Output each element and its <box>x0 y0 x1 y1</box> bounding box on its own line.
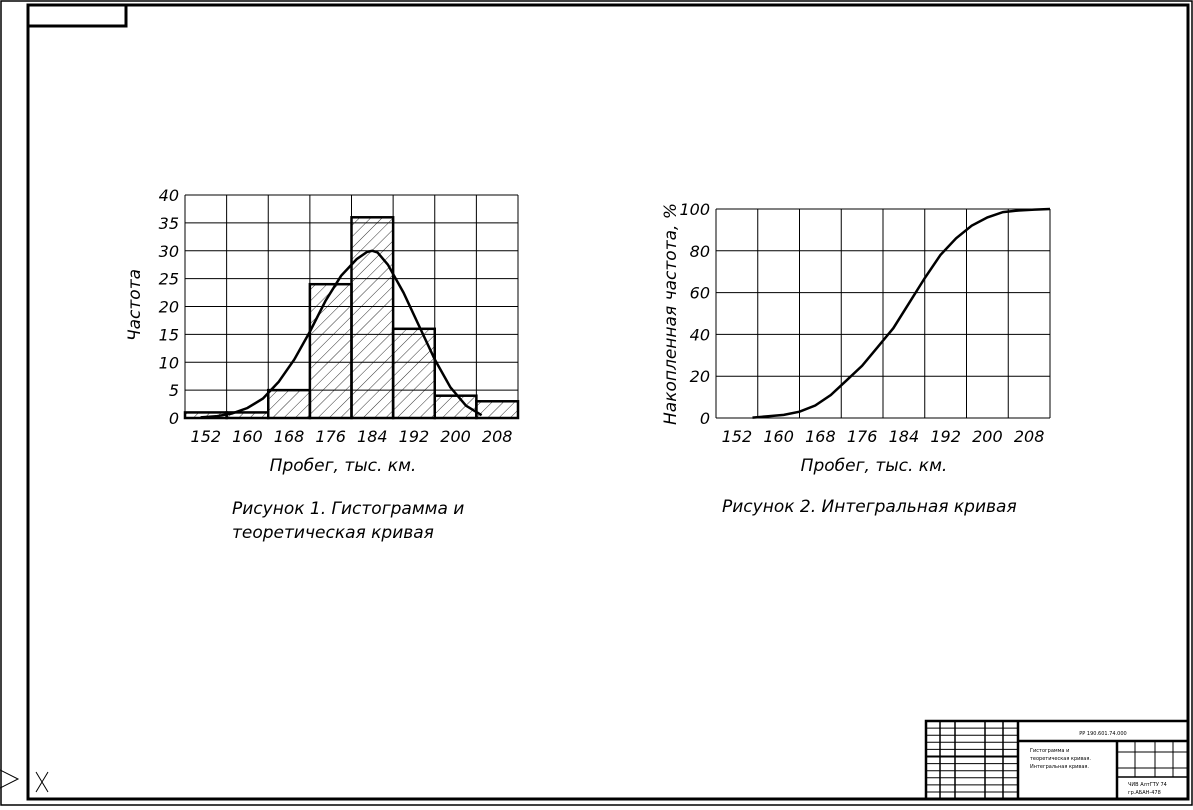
title-block-signature-rows <box>926 721 1018 799</box>
histogram-x-axis-label: Пробег, тыс. км. <box>270 456 417 476</box>
histogram-bar <box>308 282 353 420</box>
cumulative-curve <box>752 207 1051 419</box>
x-tick-label: 192 <box>930 427 961 446</box>
x-tick-label: 152 <box>191 427 222 446</box>
x-tick-label: 168 <box>805 427 836 446</box>
x-tick-label: 160 <box>232 427 263 446</box>
x-tick-label: 176 <box>315 427 346 446</box>
drawing-code: РР 190.601.74.000 <box>1079 731 1126 737</box>
histogram-caption-line2: теоретическая кривая <box>232 523 434 543</box>
x-tick-label: 184 <box>889 427 920 446</box>
histogram-bar <box>391 327 436 420</box>
drawing-title-line3: Интегральная кривая. <box>1030 764 1089 770</box>
x-tick-label: 208 <box>1014 427 1045 446</box>
inner-frame <box>26 3 1190 801</box>
theoretical-curve <box>200 249 483 419</box>
x-tick-label: 192 <box>399 427 430 446</box>
histogram-bar <box>475 400 520 420</box>
cumulative-x-axis-label: Пробег, тыс. км. <box>801 456 948 476</box>
x-tick-label: 184 <box>357 427 388 446</box>
cumulative-caption: Рисунок 2. Интегральная кривая <box>722 497 1017 517</box>
cumulative-tick-labels: 0 20 40 60 80 100 152 160 168 176 184 192 200 208 <box>679 200 1044 446</box>
x-tick-label: 160 <box>763 427 794 446</box>
histogram-y-axis-label: Частота <box>125 269 145 341</box>
drawing-title-line2: теоретическая кривая. <box>1030 756 1091 762</box>
y-tick-label: 40 <box>690 325 710 344</box>
title-block: РР 190.601.74.000 Гистограмма и теоретич… <box>924 719 1190 801</box>
histogram-bar <box>350 216 395 420</box>
y-tick-label: 0 <box>700 409 710 428</box>
organization-line1: ЧИВ АлтГТУ 74 <box>1128 782 1167 788</box>
histogram-caption-line1: Рисунок 1. Гистограмма и <box>232 499 464 519</box>
corner-stamp-box <box>26 3 128 28</box>
y-tick-label: 15 <box>159 325 179 344</box>
histogram-tick-labels: 0 5 10 15 20 25 30 35 40 152 160 168 176 184 192 200 208 <box>159 186 513 446</box>
y-tick-label: 20 <box>690 367 710 386</box>
y-tick-label: 60 <box>690 284 710 303</box>
histogram-bars <box>183 216 520 420</box>
y-tick-label: 5 <box>169 381 179 400</box>
y-tick-label: 10 <box>159 353 179 372</box>
x-tick-label: 208 <box>482 427 513 446</box>
y-tick-label: 20 <box>159 298 179 317</box>
drawing-title-line1: Гистограмма и <box>1030 748 1069 754</box>
x-tick-label: 200 <box>972 427 1003 446</box>
y-tick-label: 35 <box>159 214 179 233</box>
cumulative-chart: 0 20 40 60 80 100 152 160 168 176 184 192 200 208 Нак… <box>661 200 1051 517</box>
organization-line2: гр.АБАН-478 <box>1128 790 1161 796</box>
x-tick-label: 176 <box>847 427 878 446</box>
y-tick-label: 40 <box>159 186 179 205</box>
histogram-chart: 0 5 10 15 20 25 30 35 40 152 160 168 176 184 192 200 208… <box>125 186 520 543</box>
cumulative-y-axis-label: Накопленная частота, % <box>661 203 681 425</box>
cumulative-grid <box>715 208 1051 419</box>
x-tick-label: 168 <box>274 427 305 446</box>
ucs-arrow-icon <box>0 769 20 789</box>
ucs-x-icon <box>35 771 49 793</box>
x-tick-label: 200 <box>440 427 471 446</box>
y-tick-label: 0 <box>169 409 179 428</box>
histogram-bar <box>267 388 312 420</box>
y-tick-label: 25 <box>159 270 179 289</box>
x-tick-label: 152 <box>722 427 753 446</box>
y-tick-label: 100 <box>679 200 710 219</box>
y-tick-label: 80 <box>690 242 710 261</box>
y-tick-label: 30 <box>159 242 179 261</box>
